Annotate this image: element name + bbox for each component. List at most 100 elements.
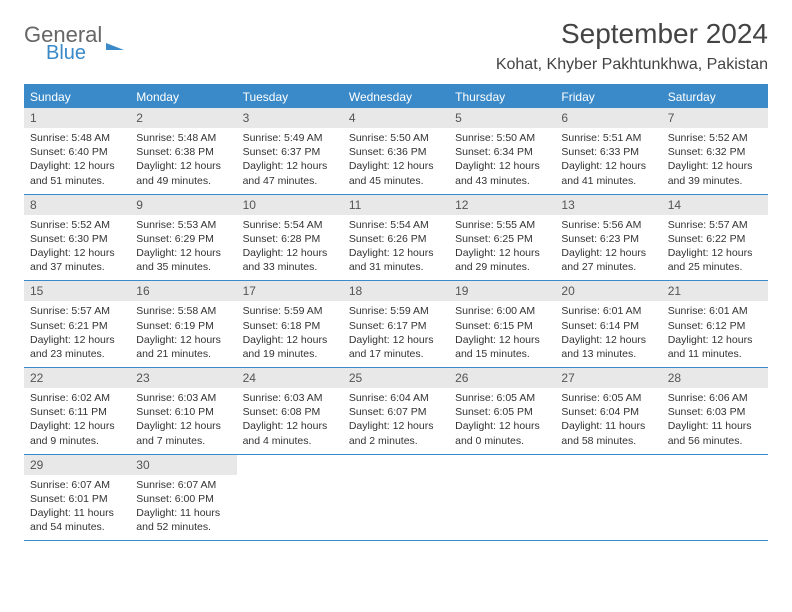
day-daylight2: and 43 minutes.	[455, 174, 549, 188]
day-daylight1: Daylight: 12 hours	[455, 333, 549, 347]
day-cell: 4Sunrise: 5:50 AMSunset: 6:36 PMDaylight…	[343, 108, 449, 194]
day-body: Sunrise: 6:00 AMSunset: 6:15 PMDaylight:…	[449, 304, 555, 361]
month-title: September 2024	[496, 18, 768, 50]
day-daylight2: and 56 minutes.	[668, 434, 762, 448]
day-cell: 3Sunrise: 5:49 AMSunset: 6:37 PMDaylight…	[237, 108, 343, 194]
day-sunrise: Sunrise: 5:50 AM	[349, 131, 443, 145]
day-body: Sunrise: 5:55 AMSunset: 6:25 PMDaylight:…	[449, 218, 555, 275]
day-sunrise: Sunrise: 5:52 AM	[30, 218, 124, 232]
day-daylight1: Daylight: 11 hours	[561, 419, 655, 433]
date-number: 21	[662, 281, 768, 301]
day-sunrise: Sunrise: 6:07 AM	[30, 478, 124, 492]
location-text: Kohat, Khyber Pakhtunkhwa, Pakistan	[496, 56, 768, 74]
day-sunrise: Sunrise: 5:51 AM	[561, 131, 655, 145]
day-sunset: Sunset: 6:11 PM	[30, 405, 124, 419]
day-daylight2: and 29 minutes.	[455, 260, 549, 274]
date-number: 18	[343, 281, 449, 301]
day-sunrise: Sunrise: 5:54 AM	[349, 218, 443, 232]
day-cell: 2Sunrise: 5:48 AMSunset: 6:38 PMDaylight…	[130, 108, 236, 194]
day-header-friday: Friday	[555, 86, 661, 108]
date-number: 19	[449, 281, 555, 301]
day-sunset: Sunset: 6:37 PM	[243, 145, 337, 159]
day-daylight2: and 39 minutes.	[668, 174, 762, 188]
day-cell: 6Sunrise: 5:51 AMSunset: 6:33 PMDaylight…	[555, 108, 661, 194]
day-sunrise: Sunrise: 5:55 AM	[455, 218, 549, 232]
day-daylight1: Daylight: 12 hours	[30, 159, 124, 173]
day-body: Sunrise: 5:48 AMSunset: 6:38 PMDaylight:…	[130, 131, 236, 188]
title-block: September 2024 Kohat, Khyber Pakhtunkhwa…	[496, 18, 768, 74]
day-body: Sunrise: 5:57 AMSunset: 6:21 PMDaylight:…	[24, 304, 130, 361]
day-sunrise: Sunrise: 6:03 AM	[243, 391, 337, 405]
day-daylight1: Daylight: 12 hours	[668, 333, 762, 347]
day-sunset: Sunset: 6:19 PM	[136, 319, 230, 333]
day-daylight2: and 45 minutes.	[349, 174, 443, 188]
day-daylight2: and 21 minutes.	[136, 347, 230, 361]
day-body: Sunrise: 6:03 AMSunset: 6:08 PMDaylight:…	[237, 391, 343, 448]
week-row: 8Sunrise: 5:52 AMSunset: 6:30 PMDaylight…	[24, 195, 768, 282]
day-daylight1: Daylight: 12 hours	[668, 246, 762, 260]
date-number: 23	[130, 368, 236, 388]
day-sunset: Sunset: 6:00 PM	[136, 492, 230, 506]
date-number: 11	[343, 195, 449, 215]
day-sunset: Sunset: 6:01 PM	[30, 492, 124, 506]
day-daylight1: Daylight: 11 hours	[30, 506, 124, 520]
empty-cell	[662, 455, 768, 541]
date-number: 26	[449, 368, 555, 388]
day-sunrise: Sunrise: 6:04 AM	[349, 391, 443, 405]
day-daylight2: and 47 minutes.	[243, 174, 337, 188]
day-cell: 26Sunrise: 6:05 AMSunset: 6:05 PMDayligh…	[449, 368, 555, 454]
day-daylight1: Daylight: 12 hours	[561, 246, 655, 260]
day-sunrise: Sunrise: 5:56 AM	[561, 218, 655, 232]
calendar: Sunday Monday Tuesday Wednesday Thursday…	[24, 84, 768, 541]
day-sunset: Sunset: 6:07 PM	[349, 405, 443, 419]
week-row: 29Sunrise: 6:07 AMSunset: 6:01 PMDayligh…	[24, 455, 768, 542]
day-daylight1: Daylight: 12 hours	[349, 333, 443, 347]
day-daylight1: Daylight: 12 hours	[243, 333, 337, 347]
day-sunrise: Sunrise: 6:07 AM	[136, 478, 230, 492]
date-number: 27	[555, 368, 661, 388]
day-daylight1: Daylight: 12 hours	[136, 333, 230, 347]
day-sunset: Sunset: 6:34 PM	[455, 145, 549, 159]
day-sunset: Sunset: 6:25 PM	[455, 232, 549, 246]
week-row: 1Sunrise: 5:48 AMSunset: 6:40 PMDaylight…	[24, 108, 768, 195]
date-number: 12	[449, 195, 555, 215]
date-number: 10	[237, 195, 343, 215]
day-cell: 19 Sunrise: 6:00 AMSunset: 6:15 PMDayligh…	[449, 281, 555, 367]
day-cell: 14Sunrise: 5:57 AMSunset: 6:22 PMDayligh…	[662, 195, 768, 281]
day-sunset: Sunset: 6:03 PM	[668, 405, 762, 419]
day-cell: 20Sunrise: 6:01 AMSunset: 6:14 PMDayligh…	[555, 281, 661, 367]
day-daylight2: and 11 minutes.	[668, 347, 762, 361]
day-sunset: Sunset: 6:23 PM	[561, 232, 655, 246]
day-header-monday: Monday	[130, 86, 236, 108]
day-sunset: Sunset: 6:04 PM	[561, 405, 655, 419]
day-header-tuesday: Tuesday	[237, 86, 343, 108]
day-daylight2: and 23 minutes.	[30, 347, 124, 361]
day-daylight1: Daylight: 12 hours	[30, 246, 124, 260]
day-sunset: Sunset: 6:12 PM	[668, 319, 762, 333]
day-cell: 21 Sunrise: 6:01 AMSunset: 6:12 PMDayligh…	[662, 281, 768, 367]
day-daylight1: Daylight: 11 hours	[668, 419, 762, 433]
day-sunset: Sunset: 6:38 PM	[136, 145, 230, 159]
day-sunset: Sunset: 6:26 PM	[349, 232, 443, 246]
day-daylight2: and 9 minutes.	[30, 434, 124, 448]
date-number: 22	[24, 368, 130, 388]
day-daylight2: and 35 minutes.	[136, 260, 230, 274]
date-number: 30	[130, 455, 236, 475]
date-number: 28	[662, 368, 768, 388]
day-sunset: Sunset: 6:28 PM	[243, 232, 337, 246]
day-sunset: Sunset: 6:40 PM	[30, 145, 124, 159]
day-daylight2: and 25 minutes.	[668, 260, 762, 274]
day-daylight2: and 52 minutes.	[136, 520, 230, 534]
day-sunrise: Sunrise: 6:01 AM	[668, 304, 762, 318]
day-daylight1: Daylight: 12 hours	[668, 159, 762, 173]
empty-cell	[237, 455, 343, 541]
date-number: 29	[24, 455, 130, 475]
day-sunrise: Sunrise: 5:57 AM	[30, 304, 124, 318]
day-daylight1: Daylight: 12 hours	[243, 159, 337, 173]
day-sunset: Sunset: 6:29 PM	[136, 232, 230, 246]
day-sunrise: Sunrise: 5:48 AM	[30, 131, 124, 145]
day-cell: 10Sunrise: 5:54 AMSunset: 6:28 PMDayligh…	[237, 195, 343, 281]
day-body: Sunrise: 6:05 AMSunset: 6:04 PMDaylight:…	[555, 391, 661, 448]
day-body: Sunrise: 6:04 AMSunset: 6:07 PMDaylight:…	[343, 391, 449, 448]
day-body: Sunrise: 5:56 AMSunset: 6:23 PMDaylight:…	[555, 218, 661, 275]
